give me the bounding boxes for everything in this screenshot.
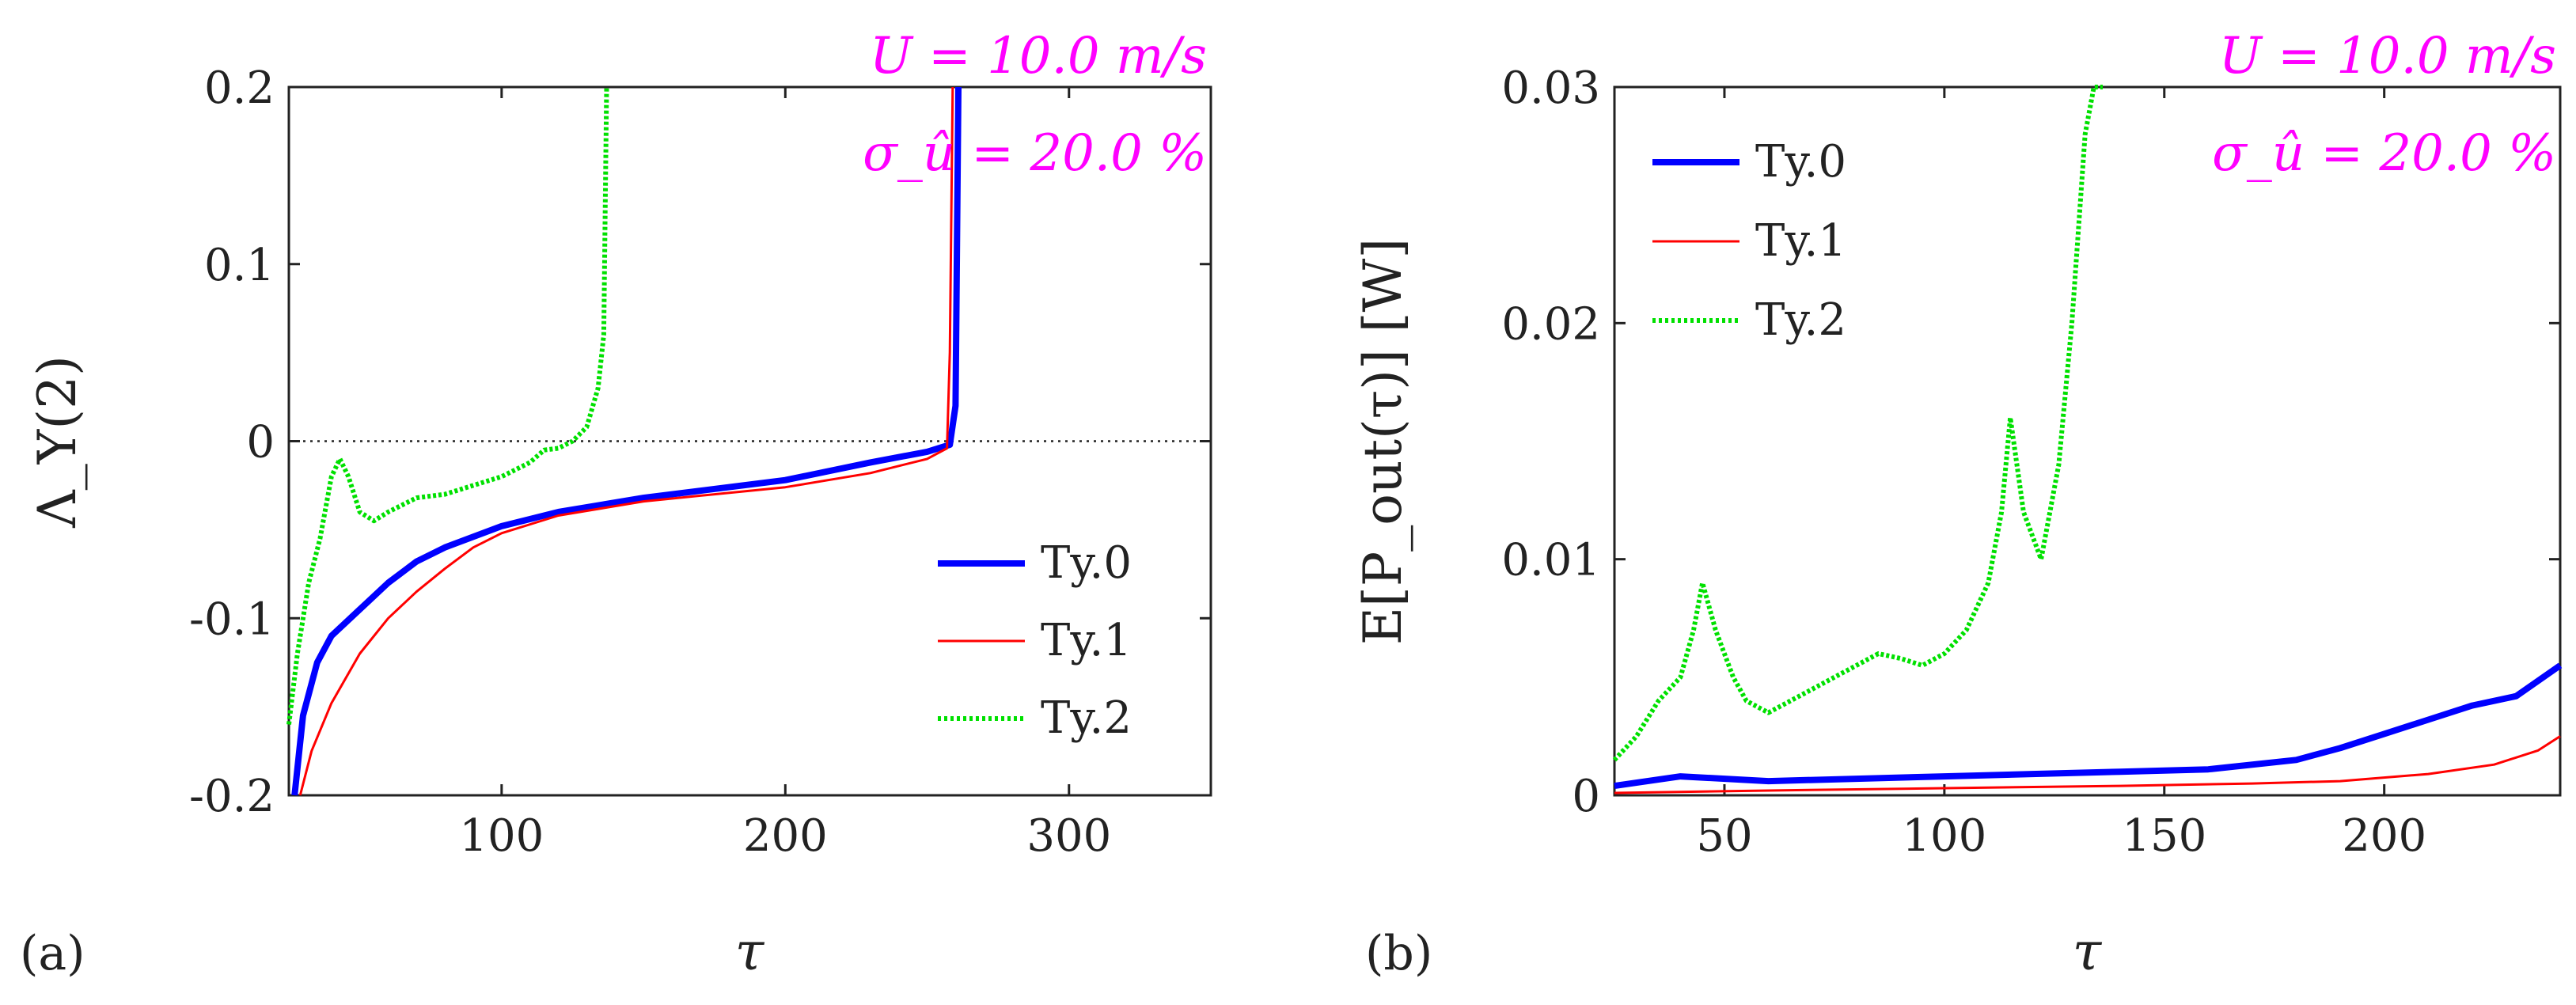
panel-a: 100 200 300 -0.2 -0.1 0 0.1 0.2 (a) τ Λ_Υ(2) U …: [20, 27, 1212, 982]
panel-b-y-axis-label: E[P_out(τ)] [W]: [1352, 238, 1413, 645]
panel-a-label: (a): [20, 926, 85, 981]
panel-b-y-tick-label: 0.01: [1501, 535, 1600, 586]
panel-a-series-ty2: [286, 86, 609, 725]
panel-a-ticks: 100 200 300 -0.2 -0.1 0 0.1 0.2: [189, 63, 1211, 862]
panel-a-y-tick-label: 0.1: [204, 240, 275, 291]
panel-b: 50 100 150 200 0 0.01 0.02 0.03 (b) τ E[P_out(τ…: [1352, 27, 2563, 982]
panel-b-legend-label-ty0: Ty.0: [1755, 136, 1846, 188]
panel-a-series-ty1: [298, 86, 954, 796]
panel-a-y-tick-label: 0.2: [204, 63, 275, 114]
panel-b-legend: Ty.0 Ty.1 Ty.2: [1652, 136, 1846, 346]
panel-a-x-axis-label: τ: [735, 921, 765, 982]
panel-b-series-ty0: [1614, 662, 2563, 790]
panel-a-y-tick-label: 0: [246, 417, 275, 468]
panel-a-series-ty0: [291, 86, 962, 796]
panel-a-legend: Ty.0 Ty.1 Ty.2: [938, 537, 1132, 744]
panel-b-label: (b): [1365, 926, 1432, 981]
panel-a-legend-label-ty2: Ty.2: [1041, 692, 1132, 744]
panel-b-x-tick-label: 100: [1902, 810, 1986, 862]
panel-a-legend-label-ty0: Ty.0: [1041, 537, 1132, 589]
panel-b-ticks: 50 100 150 200 0 0.01 0.02 0.03: [1501, 63, 2560, 862]
panel-a-y-axis-label: Λ_Υ(2): [27, 355, 88, 529]
panel-b-annotation-speed: U = 10.0 m/s: [2219, 27, 2556, 85]
panel-b-y-tick-label: 0.03: [1501, 63, 1600, 114]
panel-b-legend-label-ty1: Ty.1: [1755, 215, 1846, 267]
panel-b-series: [1612, 85, 2563, 795]
panel-b-x-tick-label: 200: [2342, 810, 2426, 862]
panel-b-annotation-sigma: σ_û = 20.0 %: [2212, 124, 2556, 183]
panel-a-series: [286, 86, 962, 796]
panel-a-x-tick-label: 200: [743, 810, 828, 862]
panel-b-x-axis-label: τ: [2073, 921, 2103, 982]
panel-b-x-tick-label: 50: [1696, 810, 1752, 862]
panel-a-annotation-speed: U = 10.0 m/s: [870, 27, 1207, 85]
panel-a-x-tick-label: 100: [459, 810, 544, 862]
panel-b-y-tick-label: 0: [1572, 771, 1600, 822]
panel-b-y-tick-label: 0.02: [1501, 298, 1600, 350]
panel-a-y-tick-label: -0.2: [189, 771, 275, 822]
panel-a-y-tick-label: -0.1: [189, 594, 275, 645]
panel-b-axes-box: [1613, 85, 2562, 797]
panel-a-annotation-sigma: σ_û = 20.0 %: [863, 124, 1207, 183]
panel-b-series-ty2: [1612, 85, 2103, 762]
panel-b-x-tick-label: 150: [2122, 810, 2206, 862]
panel-b-series-ty1: [1614, 735, 2561, 795]
panel-b-legend-label-ty2: Ty.2: [1755, 294, 1846, 346]
panel-a-x-tick-label: 300: [1026, 810, 1111, 862]
panel-a-legend-label-ty1: Ty.1: [1041, 615, 1132, 666]
